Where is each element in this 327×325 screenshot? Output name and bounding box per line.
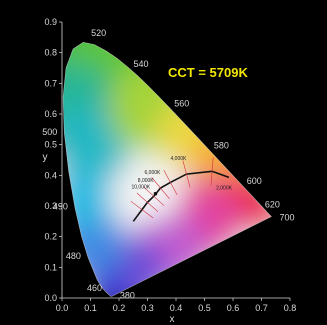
- wavelength-label: 540: [134, 59, 149, 69]
- wavelength-label: 500: [42, 127, 57, 137]
- isotherm-line: [210, 157, 214, 186]
- x-tick-label: 0.3: [141, 303, 154, 313]
- y-tick-label: 0.1: [44, 262, 57, 272]
- y-tick-label: 0.2: [44, 232, 57, 242]
- gamut-color-spot: [237, 185, 272, 234]
- y-tick-label: 0.6: [44, 109, 57, 119]
- spectral-locus-outline: [62, 41, 272, 297]
- wavelength-label: 600: [247, 176, 262, 186]
- y-tick-label: 0.0: [44, 293, 57, 303]
- wavelength-label: 700: [279, 213, 294, 223]
- y-tick-label: 0.4: [44, 170, 57, 180]
- cct-label: 6,000K: [145, 170, 162, 176]
- measured-point: [153, 191, 158, 196]
- wavelength-label: 580: [214, 141, 229, 151]
- wavelength-label: 620: [265, 200, 280, 210]
- x-axis-label: x: [170, 314, 175, 325]
- x-tick-label: 0.1: [84, 303, 97, 313]
- gamut-color-spot: [63, 104, 131, 185]
- x-tick-label: 0.8: [284, 303, 297, 313]
- cct-annotation: CCT = 5709K: [168, 65, 248, 80]
- wavelength-labels: 380 460 480 490 500 520 540 560 580 600 620 700: [42, 28, 294, 300]
- wavelength-label: 520: [91, 28, 106, 38]
- y-tick-label: 0.3: [44, 201, 57, 211]
- y-axis-label: y: [43, 152, 48, 163]
- wavelength-label: 460: [87, 283, 102, 293]
- cct-label: 10,000K: [131, 184, 150, 190]
- cct-label: 8,000K: [138, 178, 155, 184]
- isotherm-line: [182, 160, 191, 188]
- wavelength-label: 490: [53, 202, 68, 212]
- isotherm-line: [151, 177, 170, 199]
- cct-label: 4,000K: [171, 156, 188, 162]
- y-tick-label: 0.8: [44, 48, 57, 58]
- isotherm-line: [163, 169, 178, 195]
- x-tick-label: 0.4: [170, 303, 183, 313]
- x-tick-label: 0.7: [255, 303, 268, 313]
- y-tick-label: 0.7: [44, 78, 57, 88]
- x-tick-label: 0.6: [227, 303, 240, 313]
- y-tick-label: 0.9: [44, 17, 57, 27]
- wavelength-label: 560: [174, 99, 189, 109]
- x-tick-label: 0.2: [113, 303, 126, 313]
- isotherm-line: [130, 200, 154, 219]
- wavelength-label: 380: [120, 290, 135, 300]
- cct-label: 2,000K: [216, 185, 233, 191]
- x-tick-label: 0.0: [56, 303, 69, 313]
- isotherm-line: [136, 192, 159, 212]
- wavelength-label: 480: [66, 251, 81, 261]
- x-tick-label: 0.5: [198, 303, 211, 313]
- y-tick-label: 0.5: [44, 140, 57, 150]
- isotherm-line: [143, 186, 165, 206]
- axes: 0.0 0.1 0.2 0.3 0.4 0.5 0.6 0.7 0.8 0.0 0.1 0.2 0.3 0…: [44, 17, 296, 313]
